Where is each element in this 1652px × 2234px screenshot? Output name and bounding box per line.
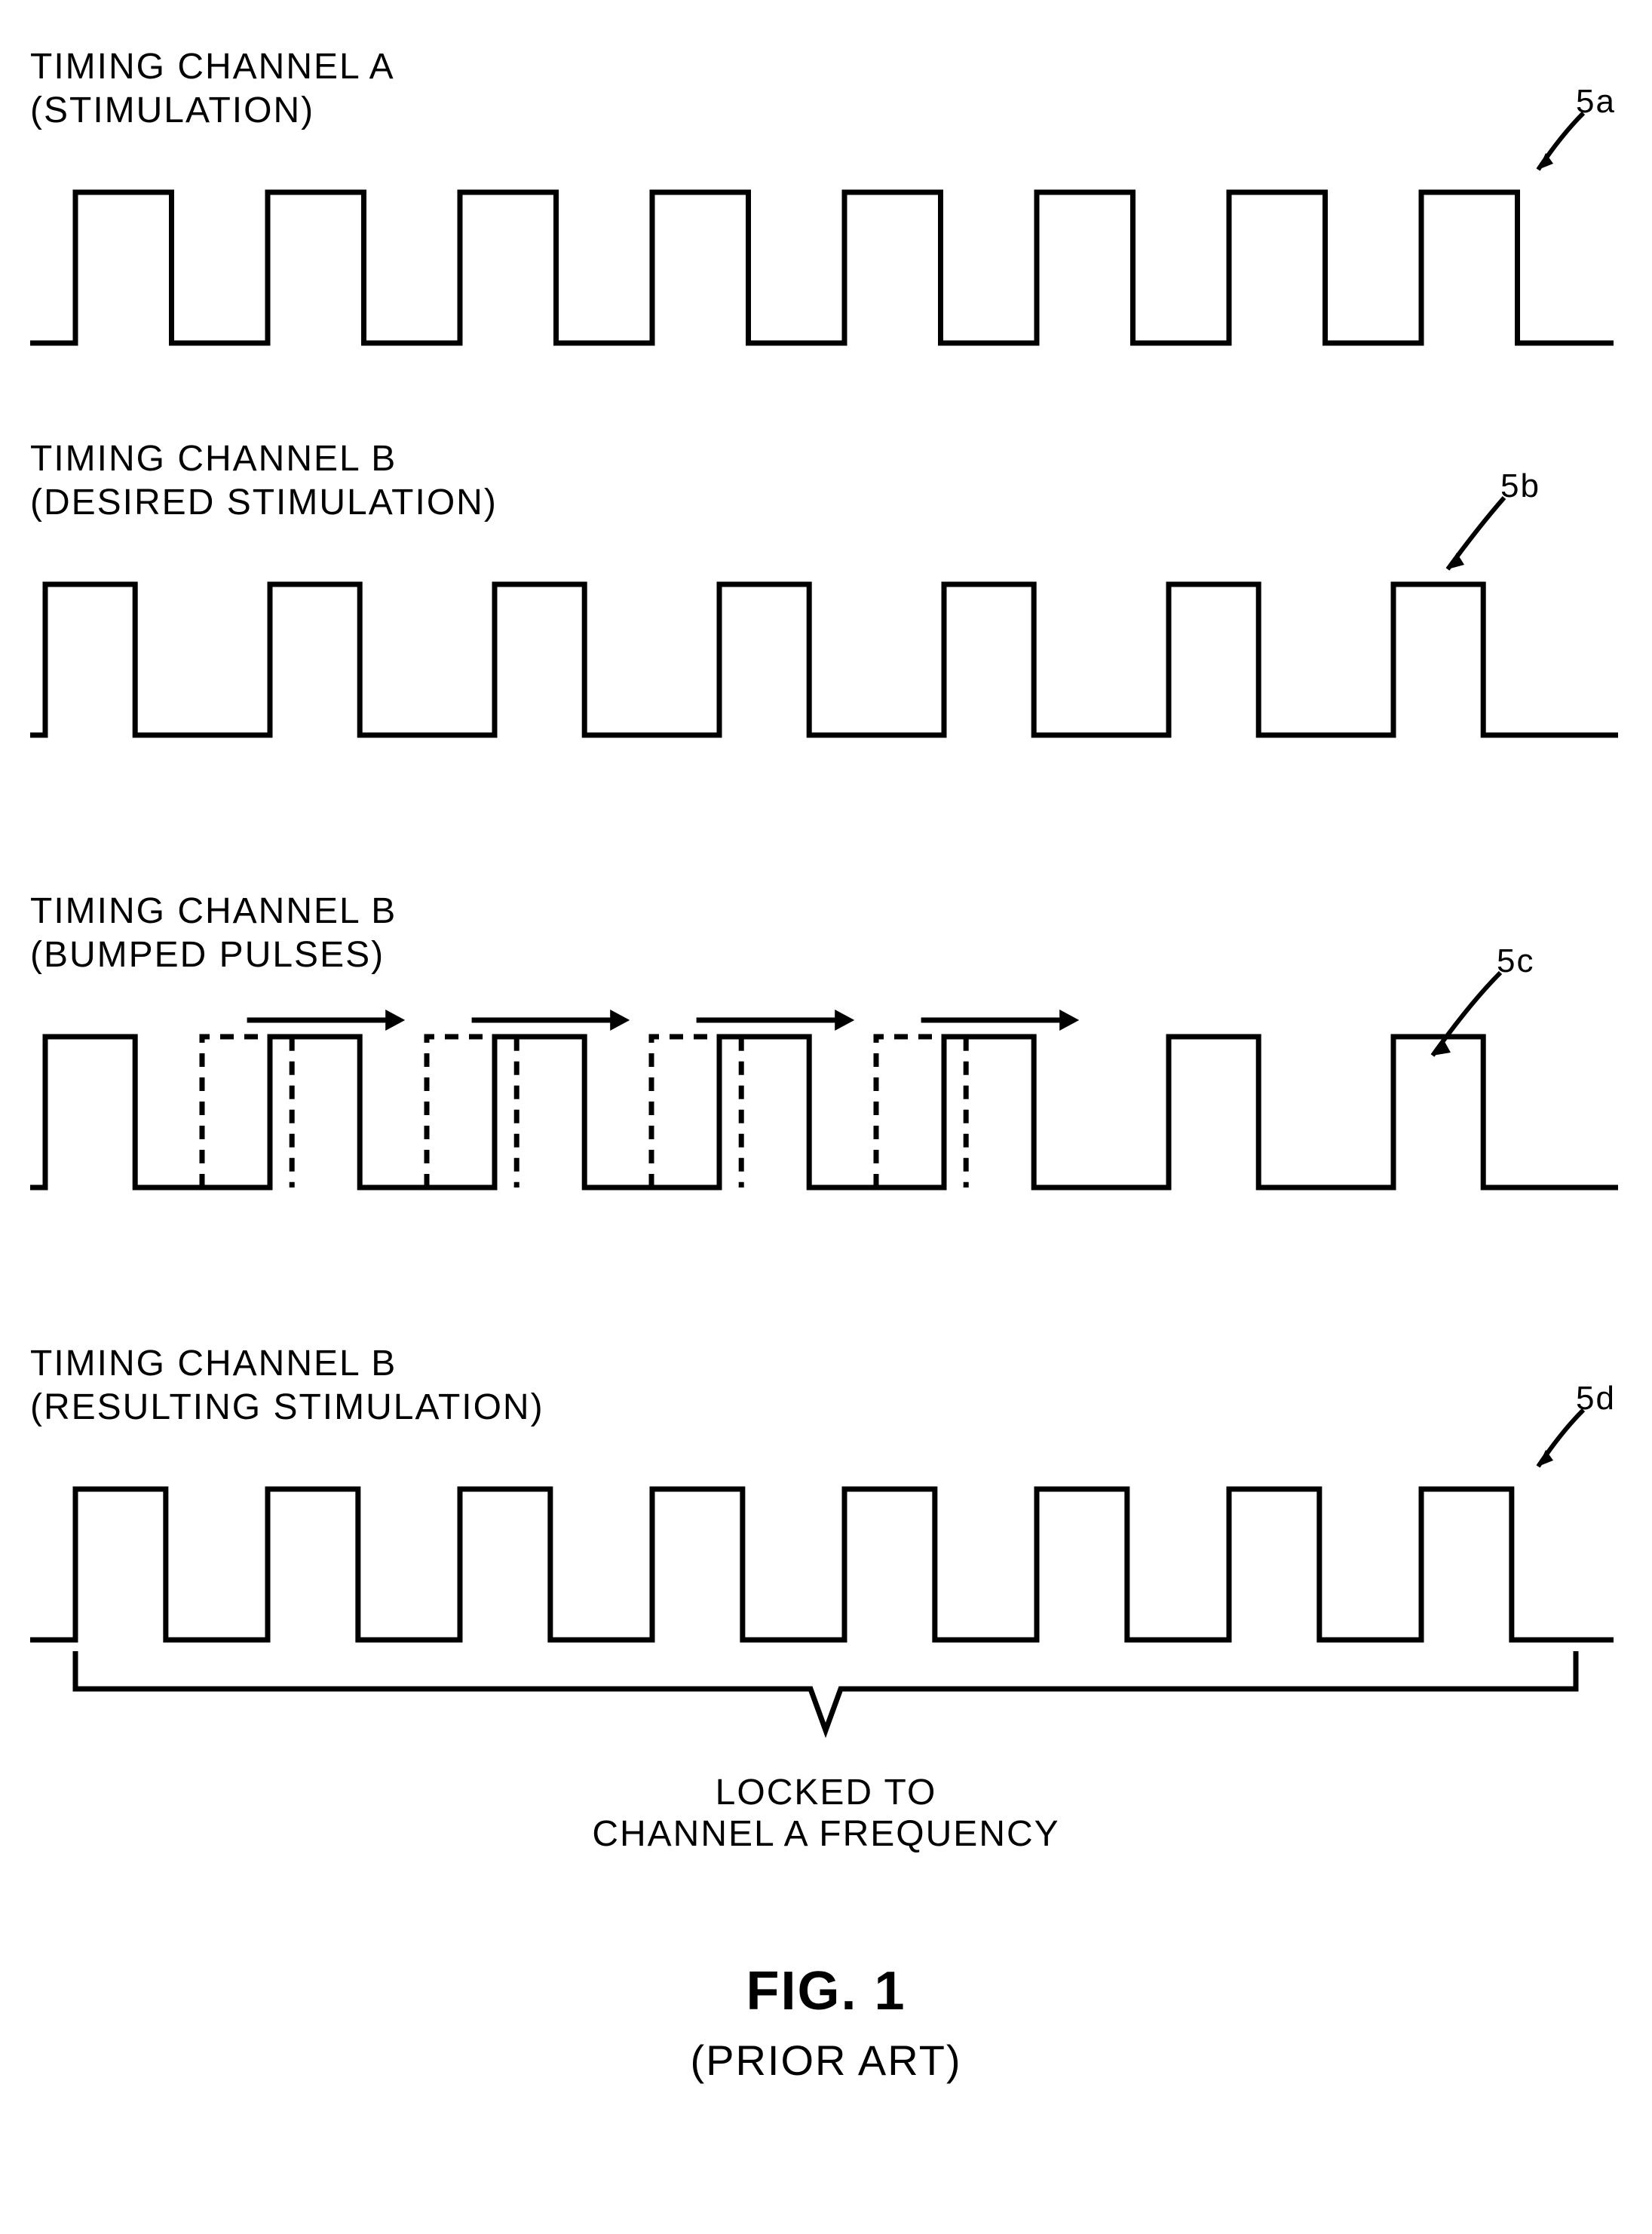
channel-a-label: TIMING CHANNEL A (STIMULATION)	[30, 45, 1622, 132]
channel-b-result-label-line2: (RESULTING STIMULATION)	[30, 1387, 544, 1427]
channel-b-bumped: TIMING CHANNEL B (BUMPED PULSES) 5c	[30, 890, 1622, 1203]
channel-b-bumped-label-line1: TIMING CHANNEL B	[30, 891, 397, 931]
channel-b-result-label-line1: TIMING CHANNEL B	[30, 1344, 397, 1384]
figure-subtitle-text: (PRIOR ART)	[690, 2036, 961, 2084]
channel-a-label-line1: TIMING CHANNEL A	[30, 47, 395, 87]
channel-b-desired-wave	[30, 539, 1622, 765]
figure-title-text: FIG. 1	[746, 1961, 906, 2021]
channel-a: TIMING CHANNEL A (STIMULATION) 5a	[30, 45, 1622, 358]
channel-b-bumped-wave	[30, 991, 1622, 1218]
channel-b-result-callout-text: 5d	[1576, 1380, 1616, 1417]
figure-subtitle: (PRIOR ART)	[30, 2036, 1622, 2085]
bracket-label: LOCKED TO CHANNEL A FREQUENCY	[30, 1772, 1622, 1855]
channel-b-desired: TIMING CHANNEL B (DESIRED STIMULATION) 5…	[30, 437, 1622, 750]
channel-b-desired-label: TIMING CHANNEL B (DESIRED STIMULATION)	[30, 437, 1622, 524]
channel-a-wave-wrap	[30, 147, 1622, 358]
channel-b-result-wave-wrap	[30, 1444, 1622, 1655]
channel-a-callout-text: 5a	[1576, 83, 1616, 121]
channel-b-desired-label-line2: (DESIRED STIMULATION)	[30, 483, 498, 522]
channel-a-label-line2: (STIMULATION)	[30, 90, 314, 130]
figure-container: TIMING CHANNEL A (STIMULATION) 5a TIMING…	[30, 45, 1622, 2189]
bracket-label-line1: LOCKED TO	[716, 1773, 937, 1813]
channel-b-desired-label-line1: TIMING CHANNEL B	[30, 439, 397, 479]
channel-b-result: TIMING CHANNEL B (RESULTING STIMULATION)…	[30, 1342, 1622, 1655]
figure-title: FIG. 1	[30, 1960, 1622, 2022]
channel-a-wave	[30, 147, 1622, 373]
channel-b-result-wave	[30, 1444, 1622, 1670]
channel-b-bumped-label: TIMING CHANNEL B (BUMPED PULSES)	[30, 890, 1622, 976]
channel-b-result-label: TIMING CHANNEL B (RESULTING STIMULATION)	[30, 1342, 1622, 1429]
channel-b-bumped-callout-text: 5c	[1497, 942, 1534, 980]
channel-b-desired-callout-text: 5b	[1500, 467, 1540, 505]
channel-b-bumped-label-line2: (BUMPED PULSES)	[30, 935, 385, 975]
bracket-label-line2: CHANNEL A FREQUENCY	[592, 1814, 1059, 1854]
channel-b-bumped-wave-wrap	[30, 991, 1622, 1203]
channel-b-desired-wave-wrap	[30, 539, 1622, 750]
